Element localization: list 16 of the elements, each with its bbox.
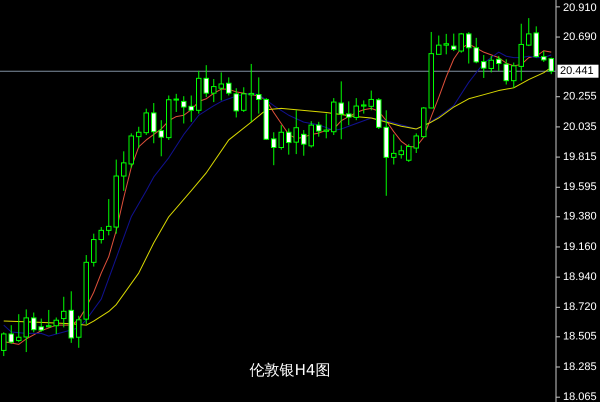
y-tick-label: 19.815: [563, 151, 597, 163]
y-tick-label: 20.910: [563, 2, 597, 14]
y-tick-label: 18.720: [563, 301, 597, 314]
y-tick-label: 20.035: [563, 120, 597, 133]
y-tick-label: 20.255: [563, 90, 597, 103]
y-tick-label: 19.595: [563, 181, 597, 194]
y-tick-label: 19.380: [563, 210, 597, 223]
y-tick-label: 18.940: [563, 271, 597, 284]
y-tick-label: 20.690: [563, 30, 597, 43]
y-tick-label: 18.285: [563, 360, 597, 373]
ref-line-label: 20.441: [560, 65, 594, 78]
y-tick-label: 18.065: [563, 390, 597, 402]
title: 伦敦银H4图: [250, 361, 330, 379]
ref-line: 20.441: [0, 64, 600, 79]
y-tick-label: 19.160: [563, 240, 597, 253]
y-tick-label: 18.505: [563, 330, 597, 343]
